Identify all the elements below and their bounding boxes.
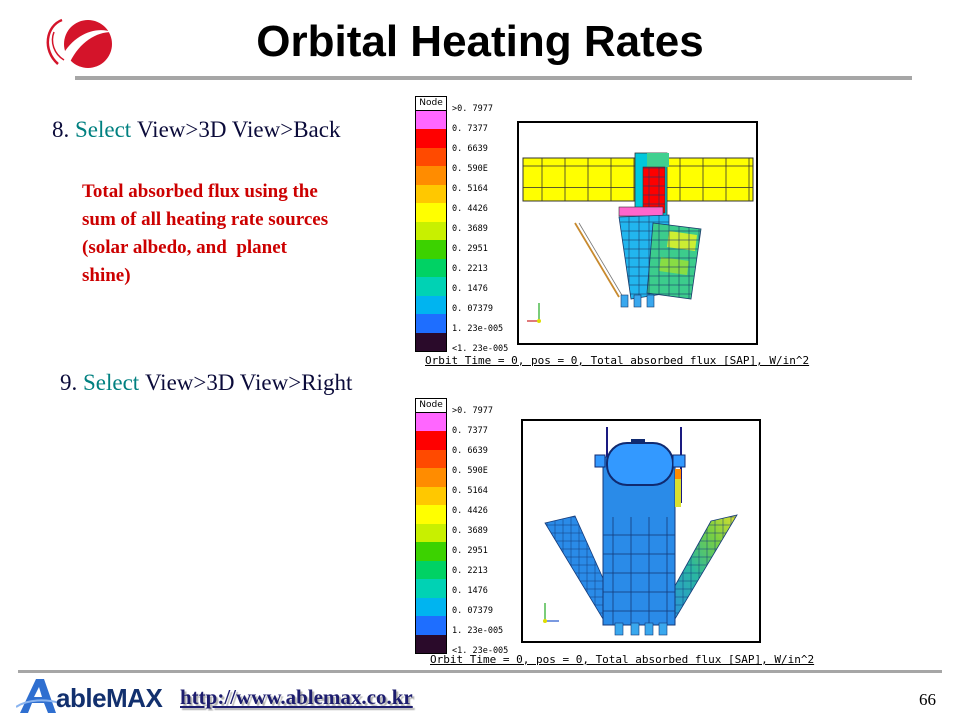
legend-label: 0. 6639 <box>452 446 488 456</box>
legend-label: 0. 1476 <box>452 586 488 596</box>
page-number: 66 <box>919 690 936 709</box>
legend-label: 0. 5164 <box>452 486 488 496</box>
slide-title: Orbital Heating Rates <box>256 17 704 66</box>
legend-swatch <box>416 431 446 450</box>
viewport-caption: Orbit Time = 0, pos = 0, Total absorbed … <box>430 653 815 666</box>
legend-swatch <box>416 258 446 278</box>
model-viewport-right[interactable] <box>521 419 761 643</box>
legend-bar <box>415 412 447 654</box>
legend-label: 0. 4426 <box>452 506 488 516</box>
legend-swatch <box>416 486 446 506</box>
legend-swatch <box>416 240 446 259</box>
legend-label: 0. 3689 <box>452 224 488 234</box>
legend-label: <1. 23e-005 <box>452 344 509 354</box>
legend-swatch <box>416 111 446 130</box>
legend-label: 0. 590E <box>452 164 488 174</box>
legend-label: <1. 23e-005 <box>452 646 509 656</box>
legend-header: Node <box>415 96 447 111</box>
title-divider <box>75 76 912 80</box>
company-logo <box>46 18 112 68</box>
legend-label: 1. 23e-005 <box>452 626 504 636</box>
legend-label: 0. 590E <box>452 466 488 476</box>
legend-label: 0. 07379 <box>452 606 493 616</box>
note-line: Total absorbed flux using the <box>82 181 318 202</box>
legend-swatch <box>416 597 446 617</box>
legend-label: 0. 2951 <box>452 546 488 556</box>
logo-wordmark: ableMAX <box>56 683 163 713</box>
note-line: (solar albedo, and planet <box>82 237 287 258</box>
color-legend-right: Node >0. 7977 0. 7377 0. 6639 0. 590E 0. 516… <box>415 398 515 656</box>
legend-label: 0. 5164 <box>452 184 488 194</box>
legend-swatch <box>416 295 446 315</box>
website-link[interactable]: http://www.ablemax.co.kr <box>180 685 413 709</box>
legend-swatch <box>416 579 446 598</box>
axis-triad-icon <box>527 303 541 323</box>
step-menu-path: View>3D View>Back <box>136 117 341 142</box>
legend-label: >0. 7977 <box>452 104 493 114</box>
legend-label: 0. 2951 <box>452 244 488 254</box>
legend-swatch <box>416 166 446 185</box>
legend-label: 0. 2213 <box>452 566 488 576</box>
note-line: shine) <box>82 265 131 286</box>
step-right-heading: 9. Select View>3D View>Right <box>60 369 352 397</box>
step-number: 9. <box>60 370 78 395</box>
logo-a-icon <box>16 679 60 713</box>
legend-label: 0. 7377 <box>452 124 488 134</box>
legend-header: Node <box>415 398 447 413</box>
footer-divider <box>18 670 942 673</box>
note-line: sum of all heating rate sources <box>82 209 329 230</box>
legend-swatch <box>416 221 446 241</box>
legend-swatch <box>416 560 446 580</box>
legend-label: 0. 6639 <box>452 144 488 154</box>
legend-label: 0. 7377 <box>452 426 488 436</box>
legend-label: 0. 07379 <box>452 304 493 314</box>
flux-note: Total absorbed flux using the sum of all… <box>82 178 402 290</box>
legend-swatch <box>416 505 446 524</box>
legend-label: 0. 3689 <box>452 526 488 536</box>
spacecraft-back-render <box>522 152 754 323</box>
legend-bar <box>415 110 447 352</box>
step-action: Select <box>75 117 132 142</box>
step-back-heading: 8. Select View>3D View>Back <box>52 116 340 144</box>
viewport-caption: Orbit Time = 0, pos = 0, Total absorbed … <box>425 354 810 367</box>
legend-swatch <box>416 634 446 653</box>
spacecraft-right-render <box>543 427 738 636</box>
legend-swatch <box>416 129 446 148</box>
legend-label: 0. 4426 <box>452 204 488 214</box>
model-viewport-back[interactable] <box>517 121 758 345</box>
legend-swatch <box>416 314 446 333</box>
legend-label: 0. 2213 <box>452 264 488 274</box>
axis-triad-icon <box>543 603 559 623</box>
legend-swatch <box>416 277 446 296</box>
legend-swatch <box>416 616 446 635</box>
legend-swatch <box>416 147 446 167</box>
legend-swatch <box>416 332 446 351</box>
step-menu-path: View>3D View>Right <box>144 370 353 395</box>
legend-label: 0. 1476 <box>452 284 488 294</box>
step-action: Select <box>83 370 140 395</box>
step-number: 8. <box>52 117 70 142</box>
legend-swatch <box>416 523 446 543</box>
legend-swatch <box>416 184 446 204</box>
legend-label: >0. 7977 <box>452 406 493 416</box>
legend-swatch <box>416 468 446 487</box>
legend-swatch <box>416 413 446 432</box>
legend-swatch <box>416 542 446 561</box>
color-legend-back: Node >0. 7977 0. 7377 0. 6639 0. 590E 0. 516… <box>415 96 515 354</box>
legend-label: 1. 23e-005 <box>452 324 504 334</box>
legend-swatch <box>416 203 446 222</box>
ablemax-logo: ableMAX <box>16 677 166 715</box>
legend-swatch <box>416 449 446 469</box>
